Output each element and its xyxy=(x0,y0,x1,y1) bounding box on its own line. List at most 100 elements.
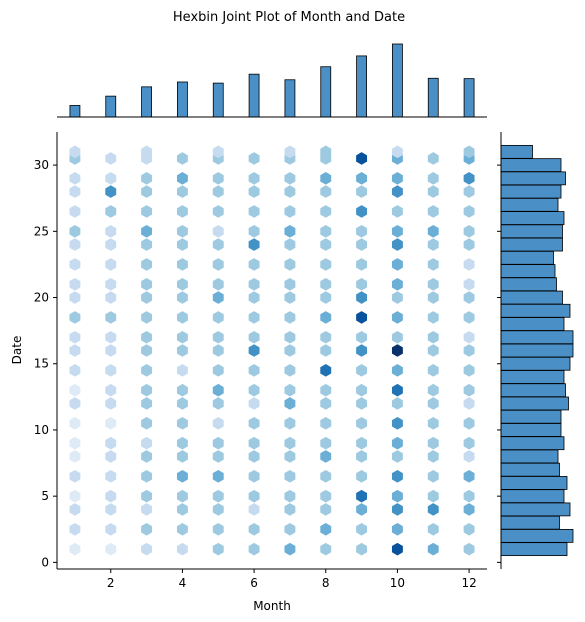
hexbin-cell xyxy=(463,542,475,556)
hexbin-cell xyxy=(320,238,332,251)
hexbin-cell xyxy=(69,383,81,397)
hexbin-cell xyxy=(284,291,296,304)
hexbin-cell xyxy=(391,330,403,344)
hexbin-cell xyxy=(248,311,260,324)
hexbin-cell xyxy=(427,436,439,450)
hexbin-cell xyxy=(391,383,403,397)
hexbin-cell xyxy=(212,470,224,483)
hexbin-cell xyxy=(141,489,153,503)
top-histogram-bar xyxy=(392,43,403,118)
hexbin-cell xyxy=(248,364,260,377)
hexbin-cell xyxy=(463,145,475,159)
y-axis-label: Date xyxy=(10,336,24,365)
hexbin-cell xyxy=(69,470,81,483)
hexbin-cell xyxy=(463,397,475,410)
hexbin-cell xyxy=(463,450,475,463)
right-histogram-bar xyxy=(500,330,574,345)
hexbin-cell xyxy=(320,205,332,218)
right-histogram-bar xyxy=(500,211,565,225)
hexbin-cell xyxy=(320,185,332,198)
hexbin-cell xyxy=(356,330,368,344)
hexbin-cell xyxy=(356,436,368,450)
hexbin-cell xyxy=(427,489,439,503)
right-histogram-bar xyxy=(500,542,568,557)
hexbin-cell xyxy=(356,311,368,324)
hexbin-cell xyxy=(391,311,403,324)
hexbin-cell xyxy=(284,542,296,556)
hexbin-cell xyxy=(176,470,188,483)
hexbin-cell xyxy=(69,277,81,291)
hexbin-cell xyxy=(463,436,475,450)
hexbin-cell xyxy=(391,145,403,159)
hexbin-cell xyxy=(212,277,224,291)
hexbin-cell xyxy=(141,172,153,185)
hexbin-cell xyxy=(320,344,332,357)
right-histogram-bar xyxy=(500,449,559,464)
hexbin-cell xyxy=(248,344,260,357)
hexbin-cell xyxy=(356,344,368,357)
hexbin-cell xyxy=(427,258,439,271)
hexbin-cell xyxy=(356,397,368,410)
hexbin-cell xyxy=(284,185,296,198)
hexbin-cell xyxy=(141,364,153,377)
hexbin-cell xyxy=(427,277,439,291)
hexbin-cell xyxy=(141,344,153,357)
x-tick-label: 2 xyxy=(107,576,115,590)
hexbin-cell xyxy=(463,311,475,324)
hexbin-cell xyxy=(320,330,332,344)
hexbin-cell xyxy=(105,238,117,251)
hexbin-cell xyxy=(320,450,332,463)
hexbin-cell xyxy=(248,225,260,238)
hexbin-cell xyxy=(284,522,296,536)
hexbin-cell xyxy=(69,258,81,271)
right-marginal-ticks xyxy=(497,164,501,563)
hexbin-cell xyxy=(176,450,188,463)
hexbin-cell xyxy=(320,489,332,503)
hexbin-cell xyxy=(141,397,153,410)
hexbin-cell xyxy=(248,172,260,185)
hexbin-cell xyxy=(463,522,475,536)
x-tick-label: 8 xyxy=(322,576,330,590)
hexbin-cell xyxy=(284,344,296,357)
hexbin-cell xyxy=(391,225,403,238)
hexbin-cell xyxy=(284,470,296,483)
hexbin-cell xyxy=(176,397,188,410)
hexbin-cell xyxy=(356,291,368,304)
right-histogram-bar xyxy=(500,158,562,172)
y-tick-label: 5 xyxy=(41,489,49,503)
hexbin-cell xyxy=(141,450,153,463)
x-tick-label: 12 xyxy=(461,576,476,590)
top-histogram-bar xyxy=(105,95,117,118)
hexbin-cell xyxy=(105,277,117,291)
hexbin-cell xyxy=(320,145,332,159)
hexbin-cell xyxy=(356,205,368,218)
right-histogram-bar xyxy=(500,409,562,424)
hexbin-cell xyxy=(248,522,260,536)
hexbin-cell xyxy=(176,489,188,503)
hexbin-cell xyxy=(248,330,260,344)
right-histogram-bars xyxy=(500,144,574,557)
hexbin-cell xyxy=(176,152,188,165)
top-histogram-bar xyxy=(284,79,296,118)
hexbin-cell xyxy=(391,238,403,251)
right-histogram-bar xyxy=(500,502,571,517)
hexbin-cell xyxy=(248,238,260,251)
top-histogram-bar xyxy=(320,66,332,118)
hexbin-cell xyxy=(105,205,117,218)
hexbin-cell xyxy=(391,503,403,516)
hexbin-cell xyxy=(320,542,332,556)
right-histogram-bar xyxy=(500,224,563,239)
hexbin-cell xyxy=(69,450,81,463)
hexbin-cell xyxy=(141,185,153,198)
right-marginal-histogram xyxy=(497,132,574,569)
hexbin-cell xyxy=(176,503,188,516)
hexbin-cell xyxy=(427,330,439,344)
hexbin-cell xyxy=(427,225,439,238)
hexbin-cell xyxy=(391,172,403,185)
hexbin-cell xyxy=(356,258,368,271)
hexbin-cell xyxy=(141,417,153,430)
hexbin-cell xyxy=(356,172,368,185)
hexbin-cell xyxy=(176,238,188,251)
hexbin-cell xyxy=(391,185,403,198)
right-histogram-bar xyxy=(500,264,556,278)
